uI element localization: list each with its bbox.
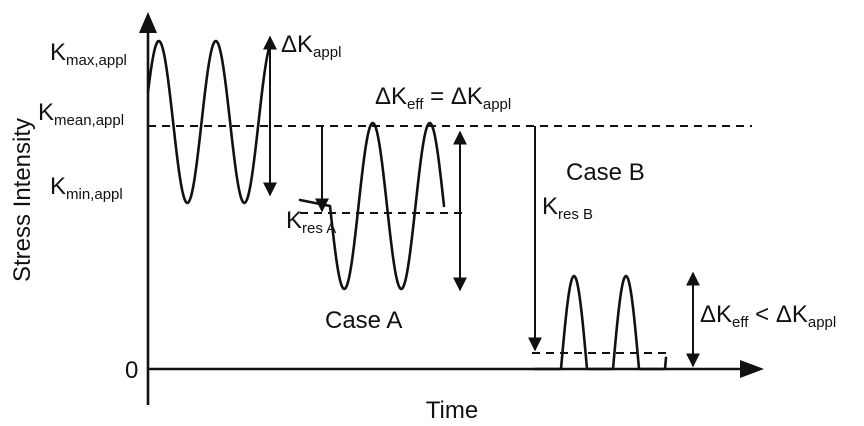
delta-k-eff-equals-label: ΔKeff = ΔKappl [375,83,511,113]
k-res-b-label: Kres B [542,193,593,223]
delta-k-appl-label: ΔKappl [281,31,341,61]
y-axis-arrowhead [139,12,157,33]
k-min-appl-label: Kmin,appl [50,173,123,203]
case-a-load-curve [298,121,446,291]
case-b-label: Case B [566,159,645,186]
zero-label: 0 [125,357,138,384]
x-axis-arrowhead [740,360,764,378]
k-mean-appl-label: Kmean,appl [38,99,124,129]
case-a-label: Case A [325,307,402,334]
applied-load-curve [146,39,272,205]
delta-k-eff-less-label: ΔKeff < ΔKappl [700,301,836,331]
y-axis-label: Stress Intensity [9,118,36,282]
x-axis-label: Time [426,397,478,424]
case-b-load-curve [533,274,668,371]
k-max-appl-label: Kmax,appl [50,39,127,69]
k-res-a-label: Kres A [286,207,336,237]
